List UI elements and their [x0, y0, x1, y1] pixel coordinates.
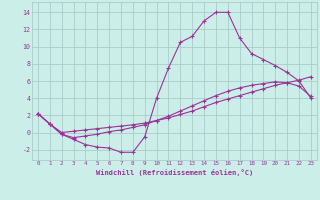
- X-axis label: Windchill (Refroidissement éolien,°C): Windchill (Refroidissement éolien,°C): [96, 169, 253, 176]
